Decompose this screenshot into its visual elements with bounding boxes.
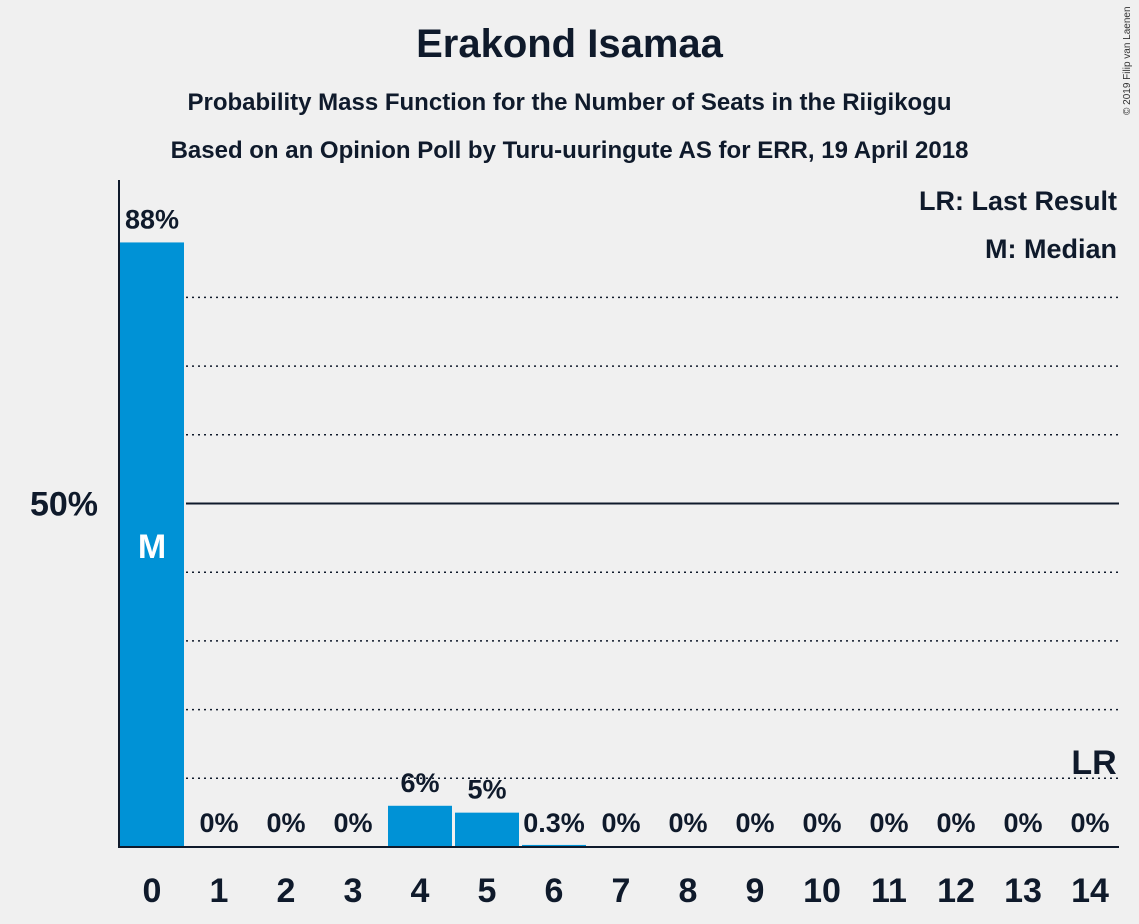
value-label: 0%	[266, 808, 305, 838]
value-label: 0.3%	[523, 808, 585, 838]
x-tick-label: 1	[210, 872, 229, 910]
x-tick-label: 2	[277, 872, 296, 910]
x-tick-label: 3	[344, 872, 363, 910]
bar-seat-5	[455, 812, 519, 847]
bar-seat-6	[522, 844, 586, 847]
value-label: 88%	[125, 204, 179, 234]
value-label: 0%	[1070, 808, 1109, 838]
chart-source-subtitle: Based on an Opinion Poll by Turu-uuringu…	[170, 137, 969, 164]
value-label: 0%	[333, 808, 372, 838]
median-marker: M	[138, 528, 166, 566]
value-label: 5%	[467, 775, 506, 805]
value-label: 0%	[802, 808, 841, 838]
value-label: 0%	[601, 808, 640, 838]
y-tick-label: 50%	[30, 486, 98, 524]
x-tick-label: 13	[1004, 872, 1042, 910]
value-label: 0%	[1003, 808, 1042, 838]
bar-seat-4	[388, 805, 452, 847]
legend-median: M: Median	[985, 234, 1117, 264]
value-label: 6%	[400, 768, 439, 798]
last-result-marker: LR	[1071, 744, 1116, 782]
x-tick-label: 12	[937, 872, 975, 910]
value-label: 0%	[668, 808, 707, 838]
chart-title: Erakond Isamaa	[416, 22, 723, 66]
x-tick-label: 6	[545, 872, 564, 910]
x-tick-label: 14	[1071, 872, 1109, 910]
chart-subtitle: Probability Mass Function for the Number…	[187, 89, 952, 116]
x-tick-label: 11	[871, 872, 907, 910]
value-label: 0%	[869, 808, 908, 838]
bar-seat-0	[120, 242, 184, 847]
x-tick-label: 8	[679, 872, 698, 910]
legend-last-result: LR: Last Result	[919, 186, 1117, 216]
x-tick-label: 4	[411, 872, 430, 910]
value-label: 0%	[936, 808, 975, 838]
x-tick-label: 10	[803, 872, 841, 910]
value-label: 0%	[735, 808, 774, 838]
x-tick-label: 0	[143, 872, 162, 910]
x-tick-label: 5	[478, 872, 497, 910]
x-tick-label: 7	[612, 872, 631, 910]
x-tick-label: 9	[746, 872, 765, 910]
value-label: 0%	[199, 808, 238, 838]
